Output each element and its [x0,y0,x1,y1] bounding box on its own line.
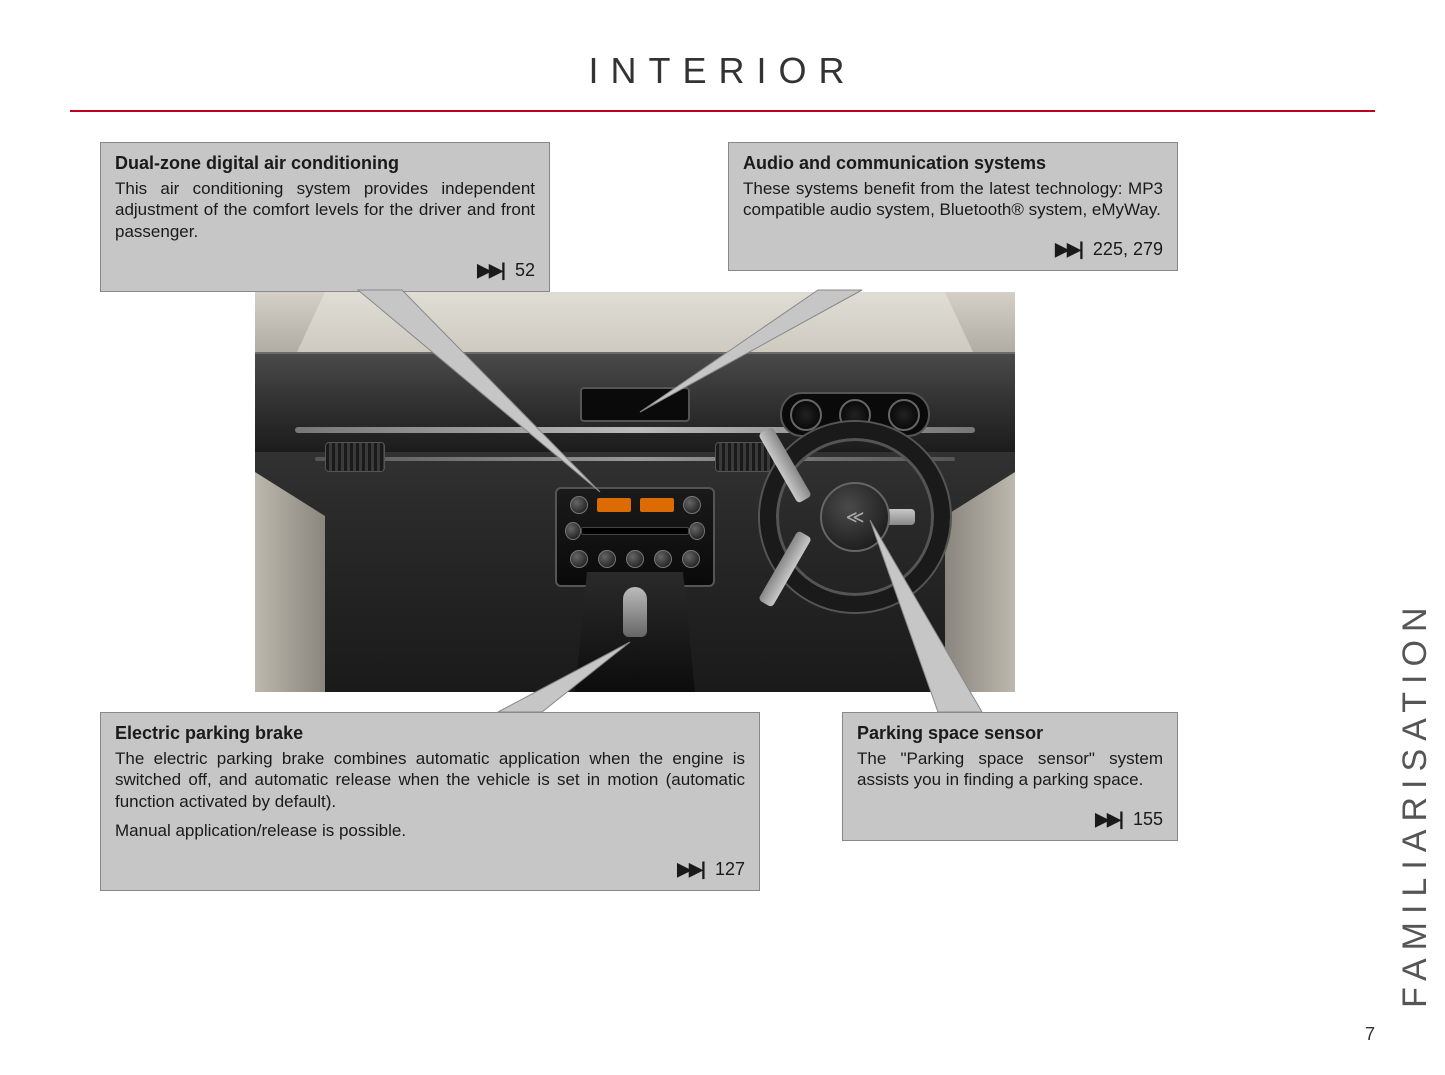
cd-slot [581,527,688,535]
steering-wheel: ≪ [760,422,950,612]
air-vent-left [325,442,385,472]
callout-body: This air conditioning system provides in… [115,178,535,242]
forward-ref-icon: ▶▶| [477,260,504,280]
control-button [654,550,672,568]
ref-pages: 225, 279 [1093,239,1163,259]
page-number: 7 [1365,1024,1375,1045]
door-panel-right [945,472,1015,692]
ac-knob [683,496,701,514]
ac-display [597,498,631,512]
forward-ref-icon: ▶▶| [1055,239,1082,259]
ref-pages: 155 [1133,809,1163,829]
callout-air-conditioning: Dual-zone digital air conditioning This … [100,142,550,292]
control-button [682,550,700,568]
center-display [580,387,690,422]
callout-body: Manual application/release is possible. [115,820,745,841]
ac-knob [570,496,588,514]
audio-knob [565,522,581,540]
dashboard-illustration: ≪ [255,292,1015,692]
page-reference: ▶▶| 52 [115,260,535,281]
callout-title: Dual-zone digital air conditioning [115,153,535,174]
page-reference: ▶▶| 155 [857,809,1163,830]
callout-title: Electric parking brake [115,723,745,744]
page-reference: ▶▶| 127 [115,859,745,880]
ref-pages: 52 [515,260,535,280]
callout-body: These systems benefit from the latest te… [743,178,1163,221]
door-panel-left [255,472,325,692]
forward-ref-icon: ▶▶| [1095,809,1122,829]
control-button [626,550,644,568]
section-side-label: FAMILIARISATION [1396,600,1435,1008]
callout-title: Audio and communication systems [743,153,1163,174]
callout-body: The "Parking space sensor" system assist… [857,748,1163,791]
content-area: ≪ Dual-zone digital air conditioning Thi… [0,112,1445,892]
callout-audio-systems: Audio and communication systems These sy… [728,142,1178,271]
audio-knob [689,522,705,540]
callout-title: Parking space sensor [857,723,1163,744]
callout-parking-space-sensor: Parking space sensor The "Parking space … [842,712,1178,841]
page-title: INTERIOR [0,50,1445,92]
callout-body: The electric parking brake combines auto… [115,748,745,812]
ac-display [640,498,674,512]
wheel-hub-logo: ≪ [820,482,890,552]
control-button [570,550,588,568]
forward-ref-icon: ▶▶| [677,859,704,879]
callout-electric-parking-brake: Electric parking brake The electric park… [100,712,760,891]
page-reference: ▶▶| 225, 279 [743,239,1163,260]
ref-pages: 127 [715,859,745,879]
gear-shifter [623,587,647,637]
control-button [598,550,616,568]
